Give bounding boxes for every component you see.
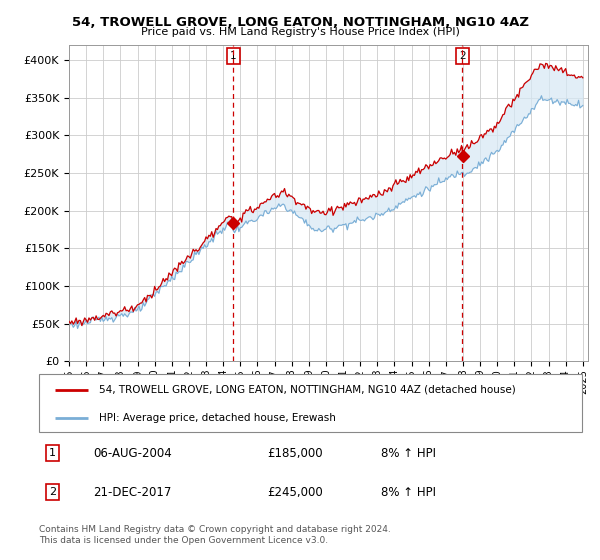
Text: 8% ↑ HPI: 8% ↑ HPI — [381, 486, 436, 498]
Text: Contains HM Land Registry data © Crown copyright and database right 2024.
This d: Contains HM Land Registry data © Crown c… — [39, 525, 391, 545]
Text: Price paid vs. HM Land Registry's House Price Index (HPI): Price paid vs. HM Land Registry's House … — [140, 27, 460, 37]
Text: 8% ↑ HPI: 8% ↑ HPI — [381, 446, 436, 460]
Text: 1: 1 — [49, 448, 56, 458]
Text: 54, TROWELL GROVE, LONG EATON, NOTTINGHAM, NG10 4AZ: 54, TROWELL GROVE, LONG EATON, NOTTINGHA… — [71, 16, 529, 29]
Text: 2: 2 — [459, 51, 466, 61]
Text: 54, TROWELL GROVE, LONG EATON, NOTTINGHAM, NG10 4AZ (detached house): 54, TROWELL GROVE, LONG EATON, NOTTINGHA… — [99, 385, 515, 395]
Text: £245,000: £245,000 — [267, 486, 323, 498]
Text: HPI: Average price, detached house, Erewash: HPI: Average price, detached house, Erew… — [99, 413, 335, 423]
Text: £185,000: £185,000 — [267, 446, 323, 460]
Text: 21-DEC-2017: 21-DEC-2017 — [94, 486, 172, 498]
Text: 2: 2 — [49, 487, 56, 497]
FancyBboxPatch shape — [39, 374, 582, 432]
Text: 1: 1 — [230, 51, 236, 61]
Text: 06-AUG-2004: 06-AUG-2004 — [94, 446, 172, 460]
